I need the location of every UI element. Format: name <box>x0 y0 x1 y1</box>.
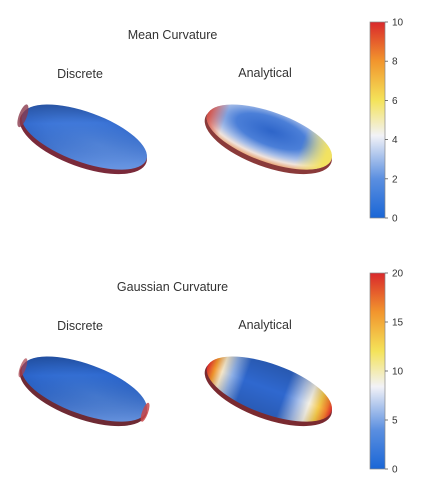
colorbar-gradient <box>369 21 386 219</box>
analytical-label: Analytical <box>238 318 292 332</box>
discrete-ellipsoid <box>17 104 147 175</box>
mean-colorbar: 0 2 4 6 8 10 <box>369 18 404 225</box>
colorbar-tick-label: 15 <box>392 318 404 329</box>
colorbar-tick-label: 5 <box>392 416 398 427</box>
discrete-label: Discrete <box>57 319 103 333</box>
colorbar-tick-label: 10 <box>392 18 404 29</box>
colorbar-gradient <box>369 272 386 470</box>
colorbar-tick-label: 10 <box>392 367 404 378</box>
gaussian-colorbar: 0 5 10 15 20 <box>369 269 404 476</box>
colorbar-tick-label: 0 <box>392 465 398 476</box>
discrete-label: Discrete <box>57 67 103 81</box>
panel-title: Gaussian Curvature <box>116 280 229 294</box>
colorbar-tick-label: 0 <box>392 214 398 225</box>
gaussian-curvature-panel: Gaussian Curvature Discrete Analytical <box>0 252 429 501</box>
colorbar-tick-label: 6 <box>392 96 398 107</box>
analytical-ellipsoid <box>204 104 332 175</box>
analytical-ellipsoid <box>204 356 332 427</box>
panel-title: Mean Curvature <box>127 28 218 42</box>
analytical-label: Analytical <box>238 66 292 80</box>
colorbar-tick-label: 2 <box>392 174 398 185</box>
discrete-ellipsoid <box>18 356 150 427</box>
colorbar-tick-label: 20 <box>392 269 404 280</box>
colorbar-tick-label: 4 <box>392 135 398 146</box>
mean-curvature-panel: Mean Curvature Discrete Analytical <box>0 0 429 250</box>
colorbar-tick-label: 8 <box>392 57 398 68</box>
